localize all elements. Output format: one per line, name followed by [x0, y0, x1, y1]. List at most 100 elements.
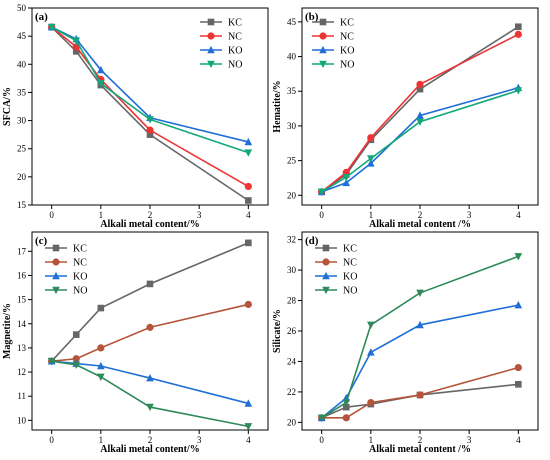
data-point-ko	[514, 301, 523, 309]
data-point-no	[72, 361, 81, 369]
data-point-ko	[367, 159, 375, 167]
x-tick-label: 1	[99, 210, 104, 220]
y-tick-label: 20	[287, 417, 297, 427]
data-point-kc	[515, 381, 522, 388]
data-point-no	[72, 37, 81, 45]
legend-marker-no	[52, 286, 60, 295]
panel-label: (a)	[35, 11, 48, 23]
data-point-no	[514, 87, 523, 95]
x-tick-label: 4	[516, 210, 521, 220]
x-axis-title: Alkali metal content /%	[369, 444, 471, 455]
x-tick-label: 2	[148, 210, 153, 220]
y-tick-label: 28	[287, 296, 297, 306]
data-point-kc	[97, 304, 105, 312]
legend-label-kc: KC	[228, 18, 242, 29]
legend-label-nc: NC	[343, 258, 357, 269]
y-tick-label: 22	[287, 387, 296, 397]
data-point-ko	[416, 111, 424, 119]
data-point-ko	[244, 137, 253, 146]
data-point-no	[317, 188, 326, 196]
panel-d: 0 1 2 3 4 20 22 24 26 28 30 32 Alkali metal content …	[272, 231, 539, 455]
legend-marker-nc	[52, 258, 60, 266]
legend-marker-nc	[322, 258, 330, 266]
y-tick-label: 14	[17, 319, 27, 329]
x-tick-label: 4	[246, 435, 251, 445]
y-tick-label: 25	[17, 144, 27, 154]
x-tick-label: 3	[467, 435, 472, 445]
legend: KC NC KO NO	[45, 244, 87, 297]
data-point-no	[244, 149, 253, 157]
legend-marker-ko	[322, 271, 330, 280]
data-point-ko	[97, 65, 105, 74]
data-point-nc	[342, 414, 350, 422]
legend: KC NC KO NO	[315, 244, 357, 297]
data-point-no	[47, 23, 56, 32]
data-point-kc	[515, 23, 522, 31]
data-point-nc	[146, 126, 154, 134]
legend-marker-kc	[322, 244, 330, 252]
data-point-nc	[146, 323, 154, 331]
data-point-no	[146, 403, 154, 412]
data-point-kc	[72, 48, 80, 55]
x-tick-label: 2	[418, 210, 423, 220]
data-point-kc	[245, 197, 252, 204]
series-line-ko	[321, 87, 519, 193]
data-point-nc	[72, 355, 80, 363]
panel-label: (c)	[35, 235, 48, 247]
x-tick-label: 1	[99, 435, 104, 445]
y-tick-label: 45	[17, 31, 27, 41]
data-point-kc	[342, 403, 350, 411]
data-point-ko	[367, 348, 375, 356]
data-point-ko	[97, 361, 105, 370]
panel-a: 0 1 2 3 4 15 20 25 30 35 40 45 50 Alkali metal conten…	[2, 3, 269, 230]
legend-label-kc: KC	[343, 244, 357, 255]
data-point-no	[97, 80, 105, 88]
data-point-ko	[416, 320, 424, 329]
y-tick-label: 30	[287, 121, 297, 131]
x-tick-label: 3	[467, 210, 472, 220]
legend-marker-nc	[207, 32, 215, 40]
data-point-nc	[244, 300, 252, 309]
x-tick-label: 3	[197, 435, 202, 445]
y-axis-title: SFCA/%	[2, 87, 13, 126]
x-tick-label: 4	[516, 435, 521, 445]
legend-label-ko: KO	[340, 46, 354, 57]
x-tick-label: 0	[319, 210, 324, 220]
data-point-nc	[416, 80, 424, 88]
y-tick-label: 15	[17, 295, 27, 305]
y-tick-label: 26	[287, 326, 297, 336]
data-point-no	[317, 414, 326, 422]
series-line-ko	[51, 26, 249, 143]
series-line-nc	[51, 26, 249, 188]
panel-b: 0 1 2 3 4 20 25 30 35 40 45 Alkali metal content /%…	[272, 7, 539, 230]
data-point-ko	[146, 373, 154, 382]
data-point-no	[367, 155, 375, 163]
legend-marker-kc	[52, 244, 60, 252]
legend-label-nc: NC	[73, 258, 87, 269]
y-tick-label: 40	[17, 59, 27, 69]
y-tick-label: 20	[287, 190, 297, 200]
y-axis-title: Magnetite/%	[2, 303, 13, 359]
legend-label-no: NO	[340, 60, 354, 71]
legend-label-no: NO	[343, 286, 357, 297]
x-axis-title: Alkali metal content/%	[100, 219, 199, 230]
y-tick-label: 40	[287, 52, 297, 62]
legend-marker-no	[322, 286, 330, 295]
legend-label-nc: NC	[228, 32, 242, 43]
y-tick-label: 15	[17, 200, 27, 210]
x-tick-label: 1	[369, 435, 374, 445]
data-point-no	[146, 116, 154, 124]
data-point-kc	[146, 280, 154, 288]
x-axis-title: Alkali metal content/%	[100, 444, 199, 455]
data-point-nc	[367, 134, 375, 142]
x-tick-label: 2	[418, 435, 423, 445]
y-tick-label: 11	[17, 391, 26, 401]
legend-label-no: NO	[228, 60, 242, 71]
y-tick-label: 45	[287, 17, 297, 27]
x-tick-label: 0	[49, 435, 54, 445]
data-point-no	[244, 423, 253, 431]
data-point-ko	[244, 399, 253, 407]
x-tick-label: 0	[49, 210, 54, 220]
